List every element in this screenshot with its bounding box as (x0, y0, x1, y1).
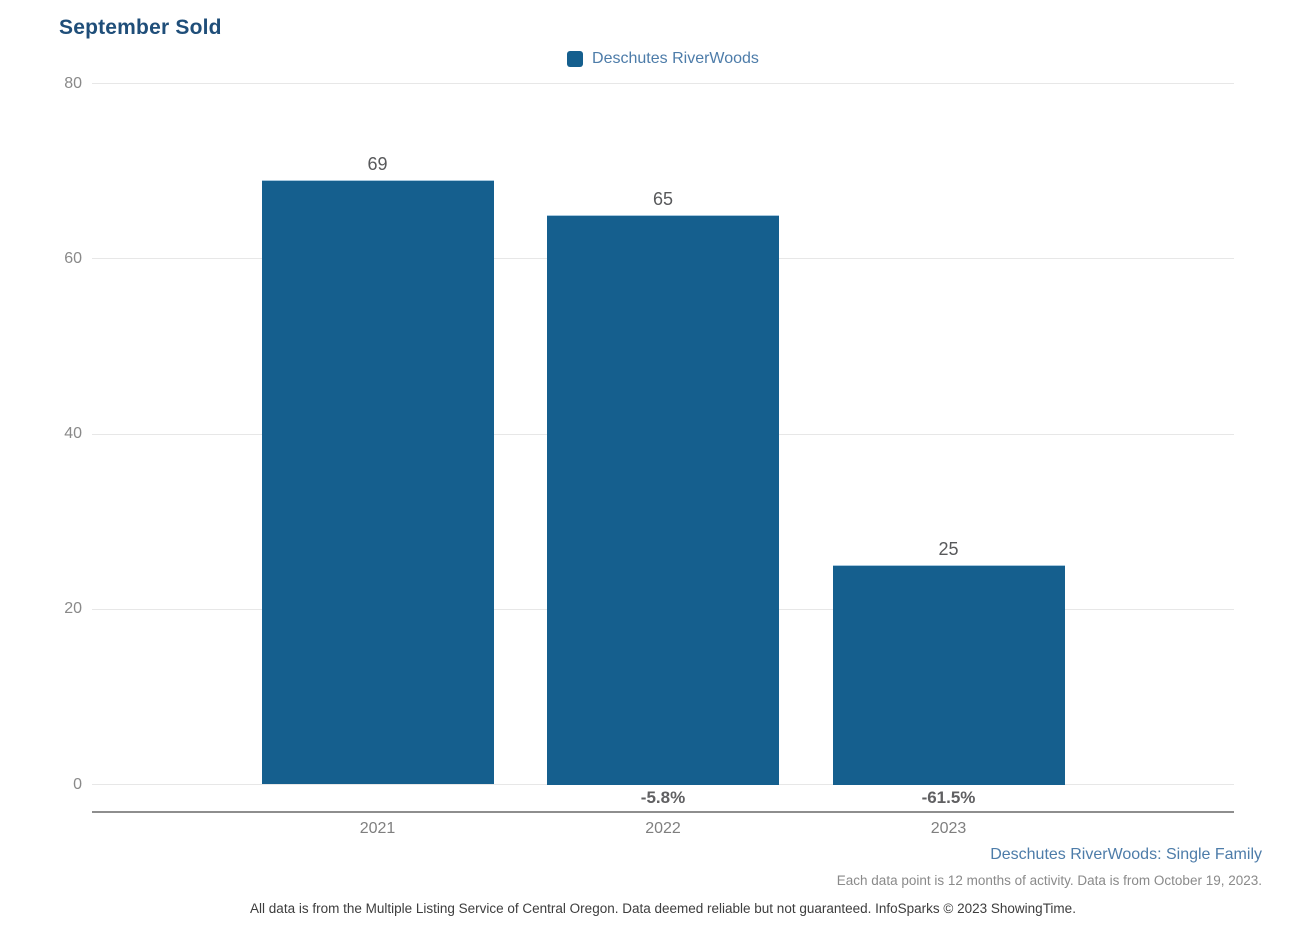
bar-2022[interactable] (547, 214, 779, 785)
bar-value-label: 69 (367, 153, 388, 174)
footer-series-label: Deschutes RiverWoods: Single Family (990, 846, 1262, 863)
legend: Deschutes RiverWoods (92, 50, 1234, 68)
y-tick-label: 40 (64, 425, 82, 442)
y-tick-label: 60 (64, 249, 82, 267)
x-tick-label-2022: 2022 (645, 820, 681, 837)
y-gridline (92, 784, 1234, 785)
y-gridline (92, 83, 1234, 84)
bar-value-label: 25 (938, 539, 959, 560)
bar-change-label: -5.8% (640, 788, 686, 807)
footer-data-note: Each data point is 12 months of activity… (836, 873, 1262, 888)
y-tick-label: 80 (64, 74, 82, 92)
footer-disclaimer: All data is from the Multiple Listing Se… (250, 901, 1076, 916)
y-tick-label: 20 (64, 600, 82, 618)
legend-label: Deschutes RiverWoods (592, 50, 759, 67)
bar-change-label: -61.5% (921, 788, 976, 807)
x-tick-label-2023: 2023 (930, 820, 967, 837)
bar-value-label: 65 (652, 188, 674, 209)
legend-item-deschutes-riverwoods[interactable]: Deschutes RiverWoods (567, 50, 759, 68)
bar-2021[interactable] (261, 179, 494, 785)
legend-swatch-icon (567, 51, 584, 67)
x-axis-line (92, 811, 1234, 813)
chart-title: September Sold (59, 16, 222, 39)
x-tick-label-2021: 2021 (359, 820, 396, 837)
bar-2023[interactable] (832, 565, 1065, 785)
y-tick-label: 0 (73, 775, 82, 793)
